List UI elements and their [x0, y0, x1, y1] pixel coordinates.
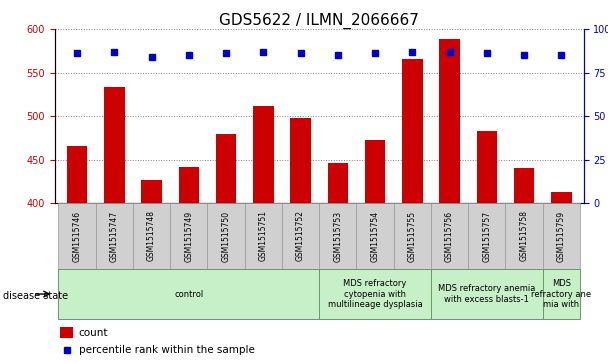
- Text: GSM1515756: GSM1515756: [445, 211, 454, 261]
- Text: MDS refractory
cytopenia with
multilineage dysplasia: MDS refractory cytopenia with multilinea…: [328, 279, 423, 309]
- Bar: [440, 40, 460, 203]
- Bar: [170, 203, 207, 269]
- Bar: [402, 59, 423, 203]
- Bar: [477, 131, 497, 203]
- Bar: [551, 192, 572, 203]
- Bar: [60, 327, 73, 338]
- Bar: [543, 269, 580, 319]
- Text: GSM1515755: GSM1515755: [408, 211, 417, 261]
- Text: MDS
refractory ane
mia with: MDS refractory ane mia with: [531, 279, 592, 309]
- Text: GSM1515752: GSM1515752: [296, 211, 305, 261]
- Bar: [95, 203, 133, 269]
- Text: GSM1515759: GSM1515759: [557, 211, 566, 261]
- Bar: [514, 168, 534, 203]
- Text: count: count: [78, 328, 108, 338]
- Text: control: control: [174, 290, 204, 298]
- Bar: [58, 203, 95, 269]
- Text: GSM1515757: GSM1515757: [482, 211, 491, 261]
- Text: GSM1515748: GSM1515748: [147, 211, 156, 261]
- Bar: [67, 146, 88, 203]
- Bar: [328, 163, 348, 203]
- Bar: [291, 118, 311, 203]
- Bar: [468, 203, 505, 269]
- Bar: [431, 203, 468, 269]
- Text: GSM1515746: GSM1515746: [72, 211, 81, 261]
- Bar: [356, 203, 394, 269]
- Bar: [244, 203, 282, 269]
- Bar: [253, 106, 274, 203]
- Text: percentile rank within the sample: percentile rank within the sample: [78, 345, 254, 355]
- Text: GSM1515753: GSM1515753: [333, 211, 342, 261]
- Text: GSM1515749: GSM1515749: [184, 211, 193, 261]
- Bar: [505, 203, 543, 269]
- Text: GSM1515751: GSM1515751: [259, 211, 268, 261]
- Bar: [179, 167, 199, 203]
- Bar: [394, 203, 431, 269]
- Bar: [365, 140, 385, 203]
- Bar: [141, 180, 162, 203]
- Bar: [207, 203, 244, 269]
- Text: disease state: disease state: [3, 291, 68, 301]
- Text: GSM1515750: GSM1515750: [221, 211, 230, 261]
- Bar: [216, 134, 237, 203]
- Bar: [133, 203, 170, 269]
- Bar: [58, 269, 319, 319]
- Bar: [543, 203, 580, 269]
- Text: GSM1515758: GSM1515758: [520, 211, 528, 261]
- Text: GSM1515754: GSM1515754: [371, 211, 379, 261]
- Bar: [319, 203, 356, 269]
- Text: GSM1515747: GSM1515747: [110, 211, 119, 261]
- Bar: [431, 269, 543, 319]
- Title: GDS5622 / ILMN_2066667: GDS5622 / ILMN_2066667: [219, 13, 419, 29]
- Bar: [282, 203, 319, 269]
- Bar: [104, 87, 125, 203]
- Bar: [319, 269, 431, 319]
- Text: MDS refractory anemia
with excess blasts-1: MDS refractory anemia with excess blasts…: [438, 284, 536, 304]
